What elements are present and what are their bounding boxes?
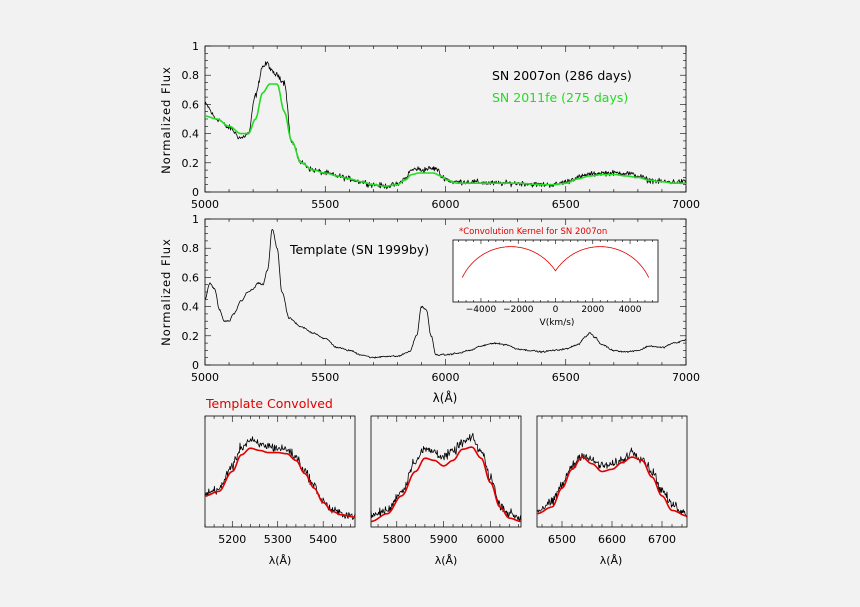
middle-x-tick-label: 6000: [432, 371, 460, 384]
zoom-3-x-tick-label: 6600: [598, 533, 626, 546]
kernel-inset-series-0: [461, 246, 650, 278]
top-x-tick-label: 7000: [672, 198, 700, 211]
top-y-tick-label: 0.4: [182, 128, 200, 141]
panel-middle: 5000 5500 6000 6500 7000 0 0.2 0.4 0.6 0.8 1: [182, 213, 701, 384]
top-legend-sn2007on: SN 2007on (286 days): [492, 68, 632, 83]
kernel-inset-x-tick-label: 4000: [619, 305, 642, 315]
panel-zoom-1: 5200 5300 5400: [204, 415, 356, 546]
zoom-2-x-axis-label: λ(Å): [435, 554, 458, 567]
middle-template-label: Template (SN 1999by): [289, 242, 429, 257]
panel-top: 5000 5500 6000 6500 7000 0 0.2 0.4 0.6 0.8 1: [182, 40, 701, 211]
top-x-tick-label: 6000: [432, 198, 460, 211]
kernel-inset-x-tick-label: −2000: [503, 305, 534, 315]
middle-y-axis-label: Normalized Flux: [159, 238, 173, 346]
middle-x-tick-label: 7000: [672, 371, 700, 384]
top-y-tick-label: 0.6: [182, 98, 200, 111]
top-y-tick-label: 1: [192, 40, 199, 53]
zoom-3-x-tick-label: 6700: [648, 533, 676, 546]
top-y-tick-label: 0.8: [182, 69, 200, 82]
middle-x-tick-label: 5000: [191, 371, 219, 384]
zoom-3-series-1: [536, 456, 688, 517]
zoom-3-series-0: [536, 447, 688, 518]
middle-y-tick-label: 1: [192, 213, 199, 226]
top-x-tick-label: 6500: [552, 198, 580, 211]
zoom-1-x-tick-label: 5300: [264, 533, 292, 546]
chart-marks: 5000 5500 6000 6500 7000 0 0.2 0.4 0.6 0.8 1 5000 55…: [182, 40, 701, 546]
zoom-1-x-tick-label: 5400: [309, 533, 337, 546]
middle-x-tick-label: 6500: [552, 371, 580, 384]
middle-y-tick-label: 0.6: [182, 271, 200, 284]
inset-title: *Convolution Kernel for SN 2007on: [459, 227, 607, 237]
middle-x-tick-label: 5500: [311, 371, 339, 384]
zoom-2-frame: [370, 415, 522, 528]
zoom-1-series-1: [204, 447, 356, 518]
zoom-1-x-axis-label: λ(Å): [269, 554, 292, 567]
middle-y-tick-label: 0: [192, 359, 199, 372]
zoom-2-x-tick-label: 5900: [430, 533, 458, 546]
top-series-1: [204, 83, 686, 187]
middle-y-tick-label: 0.2: [182, 330, 200, 343]
zoom-3-x-axis-label: λ(Å): [600, 554, 623, 567]
panel-kernel-inset: −4000 −2000 0 2000 4000: [452, 239, 659, 315]
top-y-tick-label: 0.2: [182, 157, 200, 170]
top-x-tick-label: 5500: [311, 198, 339, 211]
top-legend-sn2011fe: SN 2011fe (275 days): [492, 90, 628, 105]
zoom-2-series-1: [370, 446, 522, 523]
zoom-1-x-tick-label: 5200: [218, 533, 246, 546]
template-convolved-label: Template Convolved: [205, 396, 333, 411]
zoom-2-x-tick-label: 5800: [383, 533, 411, 546]
top-x-tick-label: 5000: [191, 198, 219, 211]
top-y-axis-label: Normalized Flux: [159, 66, 173, 174]
panel-zoom-2: 5800 5900 6000: [370, 415, 522, 546]
zoom-3-x-tick-label: 6500: [548, 533, 576, 546]
zoom-2-x-tick-label: 6000: [477, 533, 505, 546]
middle-y-tick-label: 0.4: [182, 301, 200, 314]
panel-zoom-3: 6500 6600 6700: [536, 415, 688, 546]
middle-y-tick-label: 0.8: [182, 242, 200, 255]
inset-x-axis-label: V(km/s): [540, 318, 575, 328]
zoom-1-series-0: [204, 436, 356, 520]
middle-x-axis-label: λ(Å): [433, 390, 458, 405]
kernel-inset-x-tick-label: 2000: [581, 305, 604, 315]
top-y-tick-label: 0: [192, 186, 199, 199]
kernel-inset-x-tick-label: −4000: [466, 305, 497, 315]
middle-series-0: [204, 229, 687, 359]
kernel-inset-x-tick-label: 0: [553, 305, 559, 315]
zoom-1-frame: [204, 415, 356, 528]
